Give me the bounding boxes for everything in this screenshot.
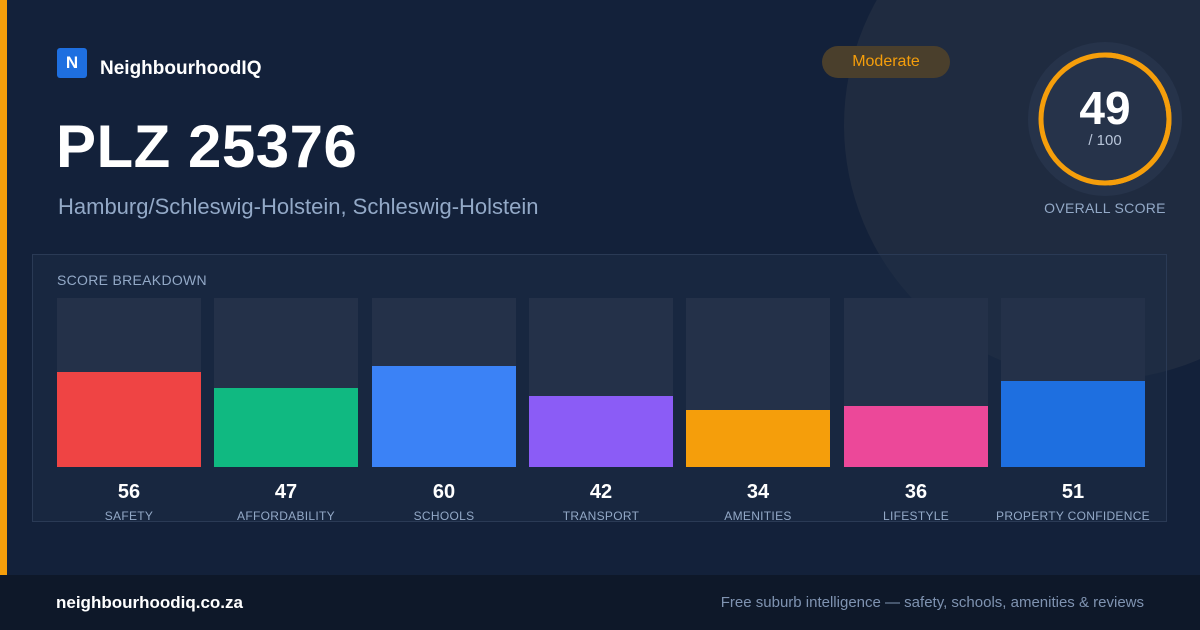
bar-category-label: TRANSPORT <box>562 509 640 523</box>
footer-domain-link[interactable]: neighbourhoodiq.co.za <box>56 593 243 612</box>
footer-tagline: Free suburb intelligence — safety, schoo… <box>720 594 1144 611</box>
bar-value-label: 34 <box>746 481 770 503</box>
brand-name: NeighbourhoodIQ <box>100 58 262 79</box>
score-breakdown-chart: 56 SAFETY 47 AFFORDABILITY 60 SCHOOLS 42 TRANSP… <box>57 298 1150 523</box>
bar-category-label: LIFESTYLE <box>882 509 950 523</box>
bar-affordability <box>214 388 358 467</box>
bar-lifestyle <box>844 406 988 467</box>
bar-category-label: SCHOOLS <box>413 509 475 523</box>
bar-amenities <box>686 410 830 467</box>
bar-value-label: 56 <box>117 481 141 503</box>
bar-track <box>686 298 830 467</box>
bar-value-label: 42 <box>589 481 613 503</box>
bar-column: 60 SCHOOLS <box>372 298 516 523</box>
bar-category-label: PROPERTY CONFIDENCE <box>996 509 1150 523</box>
bar-column: 42 TRANSPORT <box>529 298 673 523</box>
score-ring-background <box>1028 42 1182 196</box>
bar-value-label: 51 <box>1061 481 1085 503</box>
bar-column: 56 SAFETY <box>57 298 201 523</box>
bar-value-label: 36 <box>904 481 928 503</box>
brand-logo-icon: N <box>57 48 87 78</box>
bar-column: 34 AMENITIES <box>686 298 830 523</box>
bar-track <box>529 298 673 467</box>
bar-safety <box>57 372 201 467</box>
rating-badge: Moderate <box>822 46 950 78</box>
bar-value-label: 47 <box>274 481 298 503</box>
accent-strip <box>0 0 7 575</box>
location-subtitle: Hamburg/Schleswig-Holstein, Schleswig-Ho… <box>58 194 539 219</box>
brand[interactable]: N NeighbourhoodIQ <box>57 46 261 80</box>
overall-score-caption: OVERALL SCORE <box>1044 200 1166 216</box>
bar-track <box>844 298 988 467</box>
bar-category-label: SAFETY <box>104 509 154 523</box>
bar-column: 51 PROPERTY CONFIDENCE <box>996 298 1150 523</box>
bar-track <box>214 298 358 467</box>
score-breakdown-title: SCORE BREAKDOWN <box>57 272 207 288</box>
bar-track <box>1001 298 1145 467</box>
score-breakdown-panel: SCORE BREAKDOWN 56 SAFETY 47 AFFORDABILITY 6… <box>32 254 1167 523</box>
page-title: PLZ 25376 <box>56 113 358 180</box>
footer: neighbourhoodiq.co.za Free suburb intell… <box>0 575 1200 630</box>
overall-score-value: 49 <box>1079 82 1131 134</box>
bar-column: 36 LIFESTYLE <box>844 298 988 523</box>
score-ring-progress <box>1038 52 1172 186</box>
overall-score-ring <box>1028 42 1182 196</box>
bar-track <box>372 298 516 467</box>
bar-schools <box>372 366 516 467</box>
bar-property-confidence <box>1001 381 1145 467</box>
bar-value-label: 60 <box>432 481 456 503</box>
bar-column: 47 AFFORDABILITY <box>214 298 358 523</box>
bar-category-label: AFFORDABILITY <box>237 509 335 523</box>
bar-category-label: AMENITIES <box>724 509 792 523</box>
bar-transport <box>529 396 673 467</box>
bar-track <box>57 298 201 467</box>
overall-score-max: / 100 <box>1088 132 1122 149</box>
